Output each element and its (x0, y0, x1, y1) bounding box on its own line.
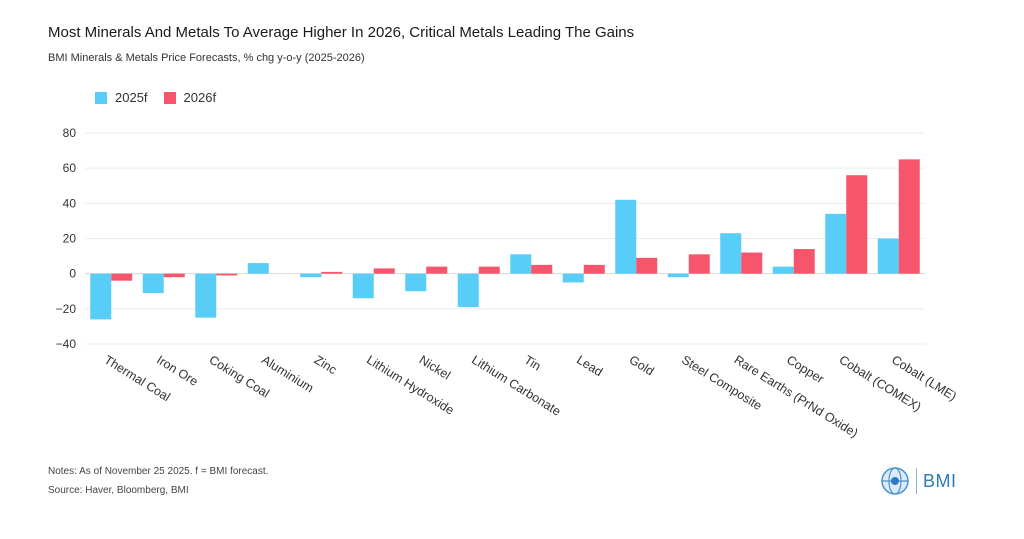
chart-subtitle: BMI Minerals & Metals Price Forecasts, %… (48, 52, 365, 64)
x-tick-label: Iron Ore (154, 353, 200, 389)
x-tick-label: Tin (522, 353, 544, 374)
bar-2026[interactable] (426, 266, 448, 274)
chart-notes: Notes: As of November 25 2025. f = BMI f… (48, 466, 269, 477)
bar-2025[interactable] (510, 254, 532, 274)
bar-2025[interactable] (300, 273, 322, 278)
bar-2025[interactable] (772, 266, 794, 274)
legend-item-2026[interactable]: 2026f (163, 90, 217, 105)
x-tick-label: Lead (574, 353, 605, 380)
bar-2025[interactable] (247, 263, 269, 274)
bmi-logo: BMI (880, 466, 957, 496)
bar-2025[interactable] (615, 199, 637, 274)
y-tick-label: 20 (63, 232, 77, 246)
bar-2025[interactable] (405, 273, 427, 292)
chart-source: Source: Haver, Bloomberg, BMI (48, 485, 189, 496)
y-tick-label: −40 (56, 337, 77, 351)
x-tick-label: Zinc (312, 353, 339, 377)
bar-2026[interactable] (216, 273, 238, 276)
chart-title: Most Minerals And Metals To Average High… (48, 24, 635, 41)
bar-2026[interactable] (741, 252, 763, 274)
chart-legend: 2025f 2026f (95, 90, 232, 105)
bar-2025[interactable] (720, 233, 742, 274)
logo-text: BMI (923, 470, 957, 491)
bar-2025[interactable] (825, 213, 847, 274)
legend-swatch-2026 (163, 91, 176, 104)
x-tick-label: Copper (784, 353, 826, 387)
bar-2026[interactable] (531, 264, 553, 274)
x-tick-label: Lithium Hydroxide (364, 353, 456, 418)
bar-2025[interactable] (562, 273, 584, 283)
bar-2026[interactable] (793, 249, 815, 274)
legend-swatch-2025 (95, 91, 107, 104)
y-tick-label: −20 (56, 302, 77, 316)
bar-2026[interactable] (846, 175, 868, 274)
bar-2026[interactable] (111, 273, 133, 281)
x-tick-label: Lithium Carbonate (469, 353, 563, 419)
bar-2025[interactable] (457, 273, 479, 308)
legend-label-2025: 2025f (115, 90, 148, 105)
bar-2026[interactable] (636, 257, 658, 274)
bar-2026[interactable] (898, 159, 920, 274)
bar-2025[interactable] (667, 273, 689, 278)
bar-2026[interactable] (688, 254, 710, 274)
bar-2025[interactable] (352, 273, 374, 299)
bar-2025[interactable] (90, 273, 112, 320)
legend-label-2026: 2026f (183, 90, 217, 105)
bar-2026[interactable] (321, 271, 343, 274)
x-tick-label: Gold (627, 353, 657, 379)
bar-2026[interactable] (583, 264, 605, 274)
bar-2026[interactable] (163, 273, 185, 278)
legend-item-2025[interactable]: 2025f (95, 90, 148, 105)
logo-divider (916, 468, 917, 494)
globe-icon (881, 467, 909, 495)
bar-2025[interactable] (142, 273, 164, 294)
x-tick-label: Nickel (417, 353, 453, 383)
y-tick-label: 60 (63, 161, 77, 175)
y-tick-label: 80 (63, 126, 77, 140)
bar-2026[interactable] (373, 268, 395, 274)
bar-2025[interactable] (195, 273, 217, 318)
bar-2025[interactable] (877, 238, 899, 274)
y-tick-label: 40 (63, 196, 77, 210)
y-tick-label: 0 (69, 267, 76, 281)
bar-2026[interactable] (478, 266, 500, 274)
